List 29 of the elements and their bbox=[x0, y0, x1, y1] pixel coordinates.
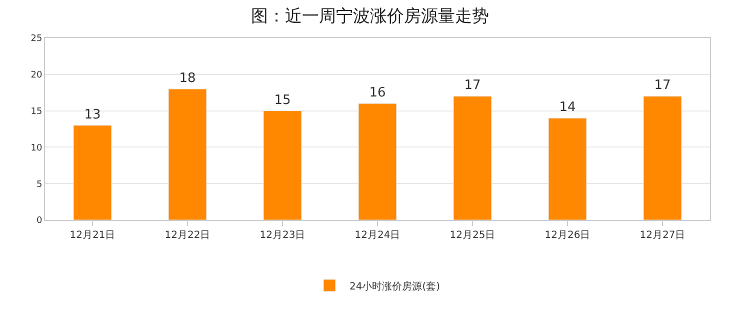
bar bbox=[643, 96, 682, 220]
y-tick-label: 10 bbox=[30, 143, 42, 154]
data-label: 17 bbox=[654, 78, 671, 94]
x-tick-label: 12月24日 bbox=[354, 230, 400, 241]
data-label: 13 bbox=[84, 107, 101, 122]
y-tick-label: 0 bbox=[36, 216, 42, 226]
bar bbox=[73, 125, 112, 220]
y-tick-label: 20 bbox=[30, 70, 42, 81]
chart-title: 图：近一周宁波涨价房源量走势 bbox=[251, 6, 489, 26]
bar bbox=[263, 110, 302, 220]
x-tick-label: 12月26日 bbox=[544, 230, 590, 241]
bar bbox=[358, 103, 397, 220]
x-tick-label: 12月21日 bbox=[70, 230, 116, 241]
x-tick-label: 12月22日 bbox=[164, 230, 210, 241]
bar bbox=[168, 88, 207, 220]
data-label: 18 bbox=[179, 70, 196, 86]
x-tick-label: 12月27日 bbox=[640, 230, 686, 241]
y-tick-label: 5 bbox=[36, 180, 42, 190]
data-label: 16 bbox=[369, 86, 386, 101]
y-tick-label: 15 bbox=[30, 106, 42, 117]
legend-label: 24小时涨价房源(套) bbox=[350, 280, 440, 292]
data-label: 17 bbox=[464, 78, 481, 94]
bar bbox=[453, 96, 492, 220]
data-label: 15 bbox=[274, 92, 291, 108]
x-tick-label: 12月25日 bbox=[450, 230, 496, 241]
y-tick-label: 25 bbox=[30, 34, 42, 44]
bar bbox=[548, 118, 587, 220]
x-tick-label: 12月23日 bbox=[260, 230, 306, 241]
data-label: 14 bbox=[559, 100, 576, 116]
